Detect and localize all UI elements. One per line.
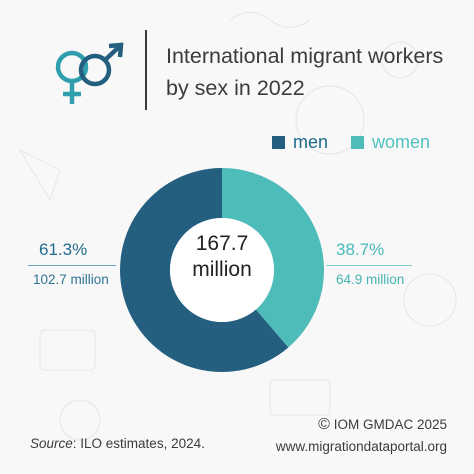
- legend-men-swatch: [272, 136, 285, 149]
- women-label-rule: [326, 265, 412, 266]
- title-divider: [145, 30, 147, 110]
- total-unit: million: [192, 258, 252, 281]
- source-label: Source: [30, 436, 73, 451]
- legend-women-label: women: [372, 132, 431, 152]
- copyright-icon: ©: [318, 416, 330, 433]
- women-value-label: 64.9 million: [336, 272, 405, 287]
- source-note: Source: ILO estimates, 2024.: [30, 436, 205, 451]
- donut-hole: [170, 218, 274, 322]
- donut-slice-women: [222, 168, 325, 348]
- men-label-rule: [28, 265, 116, 266]
- legend-men: men: [272, 132, 328, 153]
- source-text: : ILO estimates, 2024.: [72, 436, 205, 451]
- men-percent-label: 61.3%: [39, 240, 88, 259]
- donut-center-total: 167.7 million: [172, 231, 272, 283]
- women-percent-label: 38.7%: [336, 240, 385, 259]
- chart-title: International migrant workers by sex in …: [166, 44, 444, 100]
- legend-women: women: [351, 132, 430, 153]
- gender-symbols-icon: [55, 42, 124, 104]
- men-value-label: 102.7 million: [33, 272, 109, 287]
- legend-women-swatch: [351, 136, 364, 149]
- donut-slice-men: [120, 168, 289, 372]
- credit-url: www.migrationdataportal.org: [275, 439, 447, 454]
- total-value: 167.7: [195, 232, 249, 255]
- credit-org: IOM GMDAC 2025: [333, 417, 447, 432]
- legend-men-label: men: [293, 132, 329, 152]
- credit-block: © IOM GMDAC 2025 www.migrationdataportal…: [276, 414, 447, 458]
